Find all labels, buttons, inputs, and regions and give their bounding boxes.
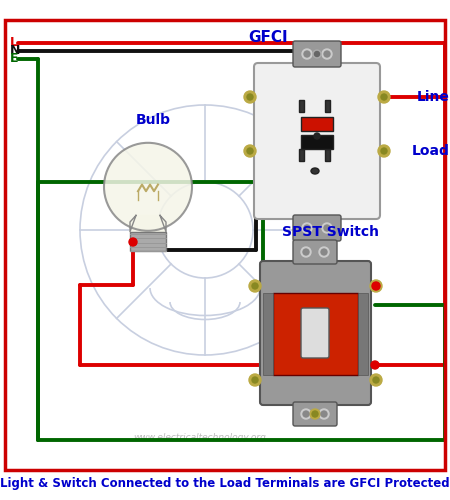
Bar — [273, 293, 358, 375]
Text: Light & Switch Connected to the Load Terminals are GFCI Protected: Light & Switch Connected to the Load Ter… — [0, 476, 450, 490]
Circle shape — [322, 49, 332, 59]
Circle shape — [302, 49, 312, 59]
Text: N: N — [10, 44, 20, 58]
Circle shape — [371, 361, 379, 369]
Circle shape — [322, 223, 332, 233]
Circle shape — [370, 280, 382, 292]
Circle shape — [321, 249, 327, 255]
Circle shape — [319, 409, 329, 419]
Text: GFCI: GFCI — [248, 30, 288, 44]
Text: E: E — [10, 52, 18, 66]
Circle shape — [247, 94, 253, 100]
Circle shape — [252, 283, 258, 289]
Circle shape — [244, 91, 256, 103]
Circle shape — [324, 225, 330, 231]
Circle shape — [304, 225, 310, 231]
Circle shape — [303, 249, 309, 255]
Text: www.electricaltechnology.org: www.electricaltechnology.org — [134, 434, 266, 442]
Text: SPST Switch: SPST Switch — [282, 225, 379, 239]
Circle shape — [372, 282, 380, 290]
FancyBboxPatch shape — [301, 308, 329, 358]
Circle shape — [129, 238, 137, 246]
Ellipse shape — [311, 119, 319, 125]
Circle shape — [312, 411, 318, 417]
FancyBboxPatch shape — [293, 240, 337, 264]
Circle shape — [378, 91, 390, 103]
Circle shape — [381, 94, 387, 100]
FancyBboxPatch shape — [293, 402, 337, 426]
Circle shape — [247, 148, 253, 154]
Circle shape — [324, 51, 330, 57]
FancyBboxPatch shape — [293, 215, 341, 241]
Circle shape — [315, 52, 319, 57]
FancyBboxPatch shape — [260, 261, 371, 405]
Circle shape — [244, 145, 256, 157]
Circle shape — [249, 280, 261, 292]
Circle shape — [304, 51, 310, 57]
Circle shape — [381, 148, 387, 154]
Ellipse shape — [311, 168, 319, 174]
Bar — [299, 100, 304, 112]
Bar — [130, 232, 166, 252]
Bar — [325, 100, 330, 112]
Circle shape — [313, 50, 321, 58]
Text: L: L — [10, 36, 18, 50]
Circle shape — [301, 247, 311, 257]
Circle shape — [252, 377, 258, 383]
Bar — [263, 293, 273, 375]
Circle shape — [319, 247, 329, 257]
Circle shape — [373, 283, 379, 289]
Circle shape — [303, 411, 309, 417]
Text: Line: Line — [417, 90, 450, 104]
Circle shape — [302, 223, 312, 233]
Circle shape — [104, 143, 192, 231]
Circle shape — [301, 409, 311, 419]
Circle shape — [321, 411, 327, 417]
Bar — [301, 135, 333, 149]
Bar — [358, 293, 368, 375]
Circle shape — [314, 133, 320, 139]
Bar — [301, 117, 333, 131]
Text: Bulb: Bulb — [135, 113, 171, 127]
Circle shape — [378, 145, 390, 157]
FancyBboxPatch shape — [293, 41, 341, 67]
Polygon shape — [130, 216, 166, 232]
Text: Load: Load — [412, 144, 450, 158]
Circle shape — [370, 374, 382, 386]
Bar — [299, 149, 304, 161]
Circle shape — [249, 374, 261, 386]
Bar — [325, 149, 330, 161]
Circle shape — [373, 377, 379, 383]
Circle shape — [310, 409, 320, 419]
FancyBboxPatch shape — [254, 63, 380, 219]
